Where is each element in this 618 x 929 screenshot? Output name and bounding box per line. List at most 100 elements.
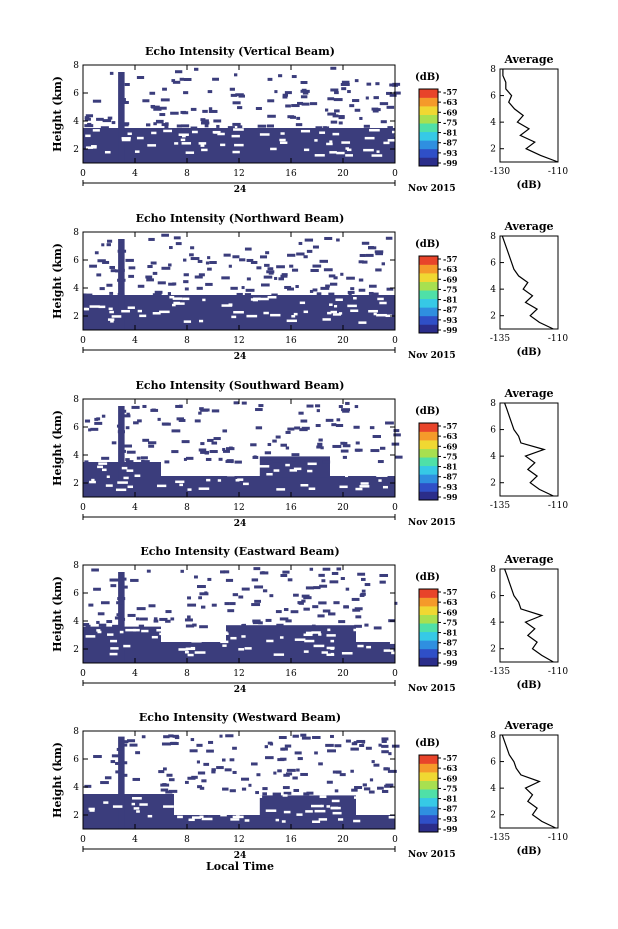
colorbar-segment [419,290,438,300]
echo-gap [222,644,227,647]
colorbar-tick-label: -99 [443,325,458,335]
echo-speckle [330,120,338,124]
echo-speckle [262,589,268,593]
echo-gap [217,132,225,136]
echo-speckle [297,101,304,105]
echo-speckle [278,74,283,78]
echo-speckle [318,438,323,442]
echo-gap [85,134,91,138]
echo-gap [212,130,221,134]
echo-speckle [255,106,262,110]
y-tick-label: 6 [73,423,79,433]
echo-speckle [94,421,103,425]
echo-gap [373,806,377,810]
colorbar-tick-label: -57 [443,753,457,763]
echo-speckle [122,585,128,589]
echo-speckle [391,744,400,748]
echo-speckle [125,258,134,262]
echo-gap [237,478,244,481]
month-label: Nov 2015 [408,518,456,528]
echo-speckle [281,747,288,751]
panel-title: Echo Intensity (Eastward Beam) [140,545,339,558]
x-tick-label: 4 [132,336,138,346]
echo-speckle [127,739,136,743]
panel-4: Echo Intensity (Eastward Beam) Height (km… [51,545,568,695]
echo-speckle [301,88,307,92]
echo-speckle [352,608,361,612]
x-tick-label: 0 [392,169,398,179]
echo-gap [346,148,352,152]
echo-speckle [125,460,134,464]
echo-speckle [142,438,150,442]
echo-speckle [300,459,305,463]
echo-gap [206,478,211,482]
x-tick-label: 20 [337,503,349,513]
echo-speckle [354,786,363,790]
colorbar-segment [419,324,438,334]
echo-gap [386,472,391,475]
echo-gap [384,639,390,642]
echo-speckle [315,126,323,130]
echo-speckle [125,458,130,462]
colorbar-tick-label: -57 [443,254,457,264]
echo-speckle [136,617,140,621]
echo-speckle [359,116,363,120]
echo-speckle [393,429,400,433]
echo-gap [201,817,213,821]
echo-gap [107,633,114,636]
echo-speckle [222,429,228,433]
echo-speckle [185,624,195,628]
echo-speckle [269,626,276,630]
echo-gap [190,646,196,650]
echo-gap [279,141,288,144]
echo-gap [231,134,240,138]
y-tick-label: 8 [73,395,79,405]
echo-gap [184,650,189,654]
echo-speckle [294,426,301,430]
echo-speckle [273,771,277,775]
echo-speckle [267,267,274,271]
echo-gap [133,807,140,810]
echo-gap [314,154,325,157]
echo-gap [201,807,209,810]
echo-speckle [117,278,126,282]
x-tick-label: 0 [80,336,86,346]
echo-gap [230,818,240,821]
echo-gap [121,137,131,140]
echo-speckle [329,580,339,584]
colorbar-tick-label: -57 [443,421,457,431]
echo-speckle [178,418,186,422]
echo-speckle [116,747,124,751]
echo-speckle [124,740,129,744]
echo-speckle [317,442,323,446]
echo-gap [332,313,341,316]
echo-speckle [211,441,218,445]
echo-speckle [180,569,184,573]
echo-speckle [201,605,206,609]
echo-speckle [162,783,167,787]
echo-speckle [296,116,301,120]
x-tick-label: 20 [337,669,349,679]
echo-speckle [338,121,343,125]
echo-gap [92,129,100,132]
echo-speckle [295,285,299,289]
echo-speckle [175,242,182,246]
echo-speckle [319,259,329,263]
echo-speckle [297,601,304,605]
echo-gaps [88,794,398,823]
average-frame [499,568,559,663]
echo-speckle [292,776,298,780]
echo-speckle [218,457,223,461]
echo-speckle [279,617,289,621]
echo-speckle [198,596,203,600]
x-tick-label: 4 [132,503,138,513]
colorbar-segment [419,140,438,150]
echo-gap [191,130,198,134]
average-x-label: (dB) [517,680,542,691]
colorbar-frame [418,588,439,667]
echo-speckle [269,742,274,746]
echo-speckle [125,426,130,430]
echo-gap [231,315,237,319]
echo-speckle [342,444,351,448]
echo-speckles [83,233,394,297]
